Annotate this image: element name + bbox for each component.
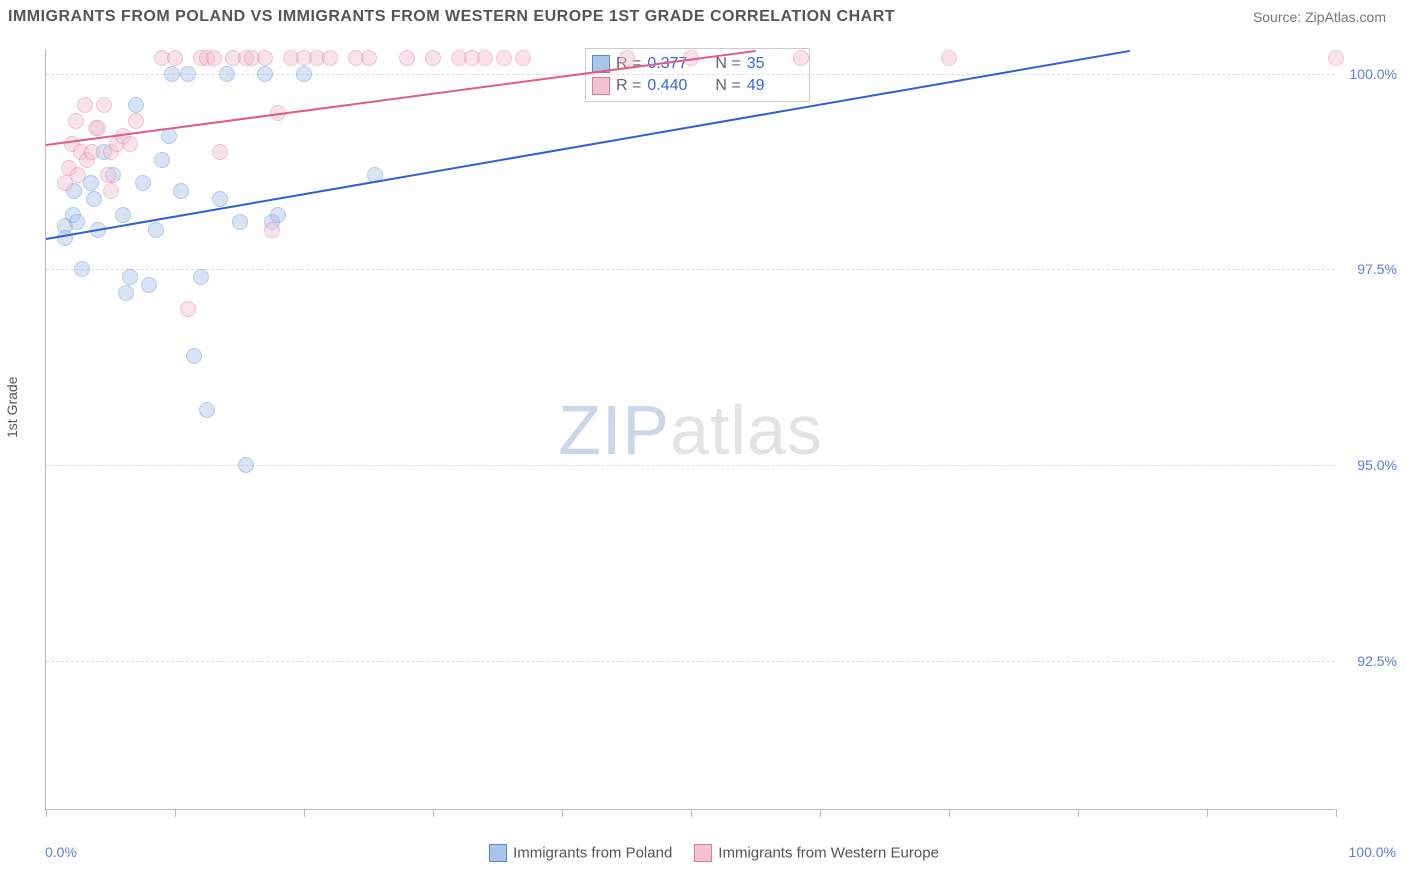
data-point (96, 97, 112, 113)
x-tick (820, 809, 821, 817)
data-point (122, 269, 138, 285)
gridline-h (46, 269, 1335, 270)
stats-n-value: 35 (747, 53, 799, 75)
watermark-atlas: atlas (670, 391, 823, 469)
data-point (257, 66, 273, 82)
data-point (86, 191, 102, 207)
data-point (477, 50, 493, 66)
data-point (173, 183, 189, 199)
data-point (515, 50, 531, 66)
chart-plot-area: ZIPatlas R =0.377N =35R =0.440N =49 92.5… (45, 50, 1335, 810)
data-point (57, 230, 73, 246)
data-point (164, 66, 180, 82)
data-point (270, 207, 286, 223)
x-tick (562, 809, 563, 817)
data-point (232, 214, 248, 230)
legend-swatch (489, 844, 507, 862)
data-point (148, 222, 164, 238)
legend-swatch (694, 844, 712, 862)
stats-row: R = 0.440 N = 49 (592, 75, 799, 97)
x-tick (1078, 809, 1079, 817)
y-tick-label: 97.5% (1357, 261, 1397, 277)
data-point (296, 66, 312, 82)
watermark-zip: ZIP (558, 391, 670, 469)
data-point (193, 269, 209, 285)
y-tick-label: 95.0% (1357, 457, 1397, 473)
data-point (69, 214, 85, 230)
data-point (122, 136, 138, 152)
data-point (100, 167, 116, 183)
data-point (154, 152, 170, 168)
y-tick-label: 100.0% (1350, 66, 1397, 82)
data-point (199, 402, 215, 418)
data-point (186, 348, 202, 364)
data-point (619, 50, 635, 66)
data-point (238, 457, 254, 473)
x-tick (46, 809, 47, 817)
legend-label: Immigrants from Western Europe (718, 845, 939, 862)
gridline-h (46, 661, 1335, 662)
stats-r-label: R = (616, 75, 641, 97)
x-tick (1207, 809, 1208, 817)
data-point (1328, 50, 1344, 66)
data-point (70, 167, 86, 183)
x-tick (949, 809, 950, 817)
data-point (77, 97, 93, 113)
gridline-h (46, 74, 1335, 75)
data-point (206, 50, 222, 66)
data-point (219, 66, 235, 82)
data-point (941, 50, 957, 66)
x-tick (691, 809, 692, 817)
data-point (115, 207, 131, 223)
y-tick-label: 92.5% (1357, 653, 1397, 669)
data-point (180, 66, 196, 82)
data-point (212, 144, 228, 160)
data-point (128, 97, 144, 113)
data-point (141, 277, 157, 293)
watermark: ZIPatlas (558, 390, 823, 470)
source-label: Source: ZipAtlas.com (1253, 9, 1386, 25)
data-point (257, 50, 273, 66)
data-point (135, 175, 151, 191)
x-tick (1336, 809, 1337, 817)
data-point (399, 50, 415, 66)
data-point (128, 113, 144, 129)
data-point (361, 50, 377, 66)
data-point (118, 285, 134, 301)
data-point (90, 120, 106, 136)
data-point (161, 128, 177, 144)
data-point (180, 301, 196, 317)
data-point (212, 191, 228, 207)
x-tick (304, 809, 305, 817)
legend-label: Immigrants from Poland (513, 845, 672, 862)
chart-title: IMMIGRANTS FROM POLAND VS IMMIGRANTS FRO… (8, 8, 895, 26)
stats-swatch (592, 77, 610, 95)
data-point (425, 50, 441, 66)
y-axis-title: 1st Grade (4, 377, 20, 438)
stats-n-label: N = (715, 75, 740, 97)
stats-r-value: 0.440 (647, 75, 699, 97)
data-point (84, 144, 100, 160)
data-point (103, 183, 119, 199)
legend: Immigrants from Poland Immigrants from We… (0, 844, 1406, 862)
data-point (496, 50, 512, 66)
stats-n-value: 49 (747, 75, 799, 97)
data-point (74, 261, 90, 277)
data-point (68, 113, 84, 129)
data-point (167, 50, 183, 66)
x-tick (433, 809, 434, 817)
data-point (322, 50, 338, 66)
x-tick (175, 809, 176, 817)
data-point (264, 222, 280, 238)
data-point (793, 50, 809, 66)
